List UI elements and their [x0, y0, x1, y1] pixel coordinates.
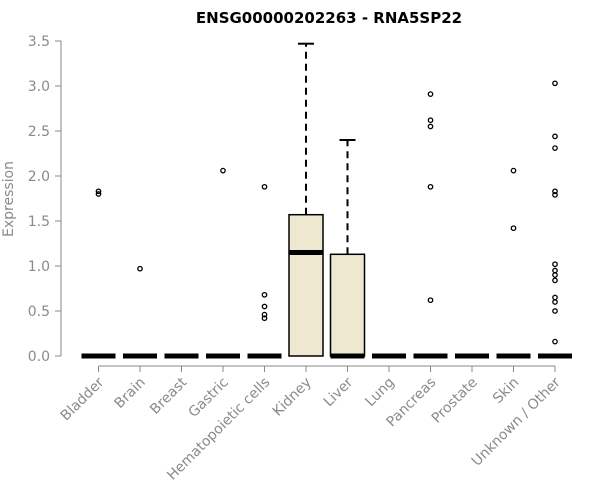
box-pancreas — [413, 91, 448, 359]
y-tick-label: 0.5 — [28, 304, 50, 320]
plot-area — [81, 42, 572, 359]
outlier-point — [261, 183, 268, 190]
x-tick-label: Skin — [490, 375, 522, 407]
iqr-box — [288, 213, 324, 357]
outlier-point — [552, 272, 558, 278]
outlier-point — [552, 192, 558, 198]
y-tick-label: 2.0 — [28, 169, 50, 185]
outlier-point — [552, 80, 558, 87]
outlier-point — [95, 191, 102, 197]
outlier-point — [552, 261, 558, 268]
outlier-point — [510, 225, 517, 232]
outlier-point — [261, 315, 268, 322]
x-tick-label: Kidney — [270, 375, 315, 420]
outlier-point — [552, 299, 558, 305]
box-liver — [329, 139, 366, 359]
box-bladder — [81, 188, 116, 359]
outlier-point — [552, 267, 558, 274]
x-tick-label: Lung — [362, 375, 397, 410]
outlier-point — [261, 291, 268, 298]
box-gastric — [206, 167, 240, 359]
y-tick-label: 1.5 — [28, 214, 50, 230]
outlier-point — [552, 338, 558, 345]
iqr-box — [329, 253, 366, 357]
x-tick-label: Breast — [147, 374, 191, 418]
box-skin — [496, 167, 531, 359]
y-tick-label: 3.5 — [28, 34, 50, 50]
outlier-point — [552, 294, 558, 301]
chart-title: ENSG00000202263 - RNA5SP22 — [196, 9, 462, 27]
y-tick-label: 0.0 — [28, 349, 50, 365]
outlier-point — [427, 183, 434, 190]
outlier-point — [552, 145, 558, 151]
outlier-point — [552, 133, 558, 140]
y-tick-label: 2.5 — [28, 124, 50, 140]
y-axis-label: Expression — [1, 161, 17, 237]
outlier-point — [95, 188, 102, 195]
outlier-point — [427, 91, 434, 97]
box-brain — [123, 265, 157, 359]
y-tick-label: 1.0 — [28, 259, 50, 275]
outlier-point — [552, 277, 558, 284]
outlier-point — [427, 123, 434, 130]
outlier-point — [261, 303, 268, 310]
x-tick-label: Liver — [321, 374, 357, 410]
y-tick-label: 3.0 — [28, 79, 50, 95]
outlier-point — [137, 265, 143, 272]
outlier-point — [220, 167, 226, 174]
x-tick-label: Prostate — [429, 375, 481, 427]
box-hematopoietic-cells — [247, 183, 282, 359]
outlier-point — [510, 167, 517, 174]
outlier-point — [552, 188, 558, 195]
y-axis: 0.0 0.5 1.0 1.5 2.0 2.5 3.0 3.5 — [28, 34, 62, 365]
box-kidney — [288, 42, 324, 357]
outlier-point — [552, 308, 558, 314]
box-unknown-other — [538, 80, 572, 359]
x-tick-label: Brain — [112, 375, 149, 412]
x-tick-label: Bladder — [58, 374, 108, 424]
outlier-point — [261, 311, 268, 318]
outlier-point — [427, 117, 434, 124]
outlier-point — [427, 297, 434, 304]
